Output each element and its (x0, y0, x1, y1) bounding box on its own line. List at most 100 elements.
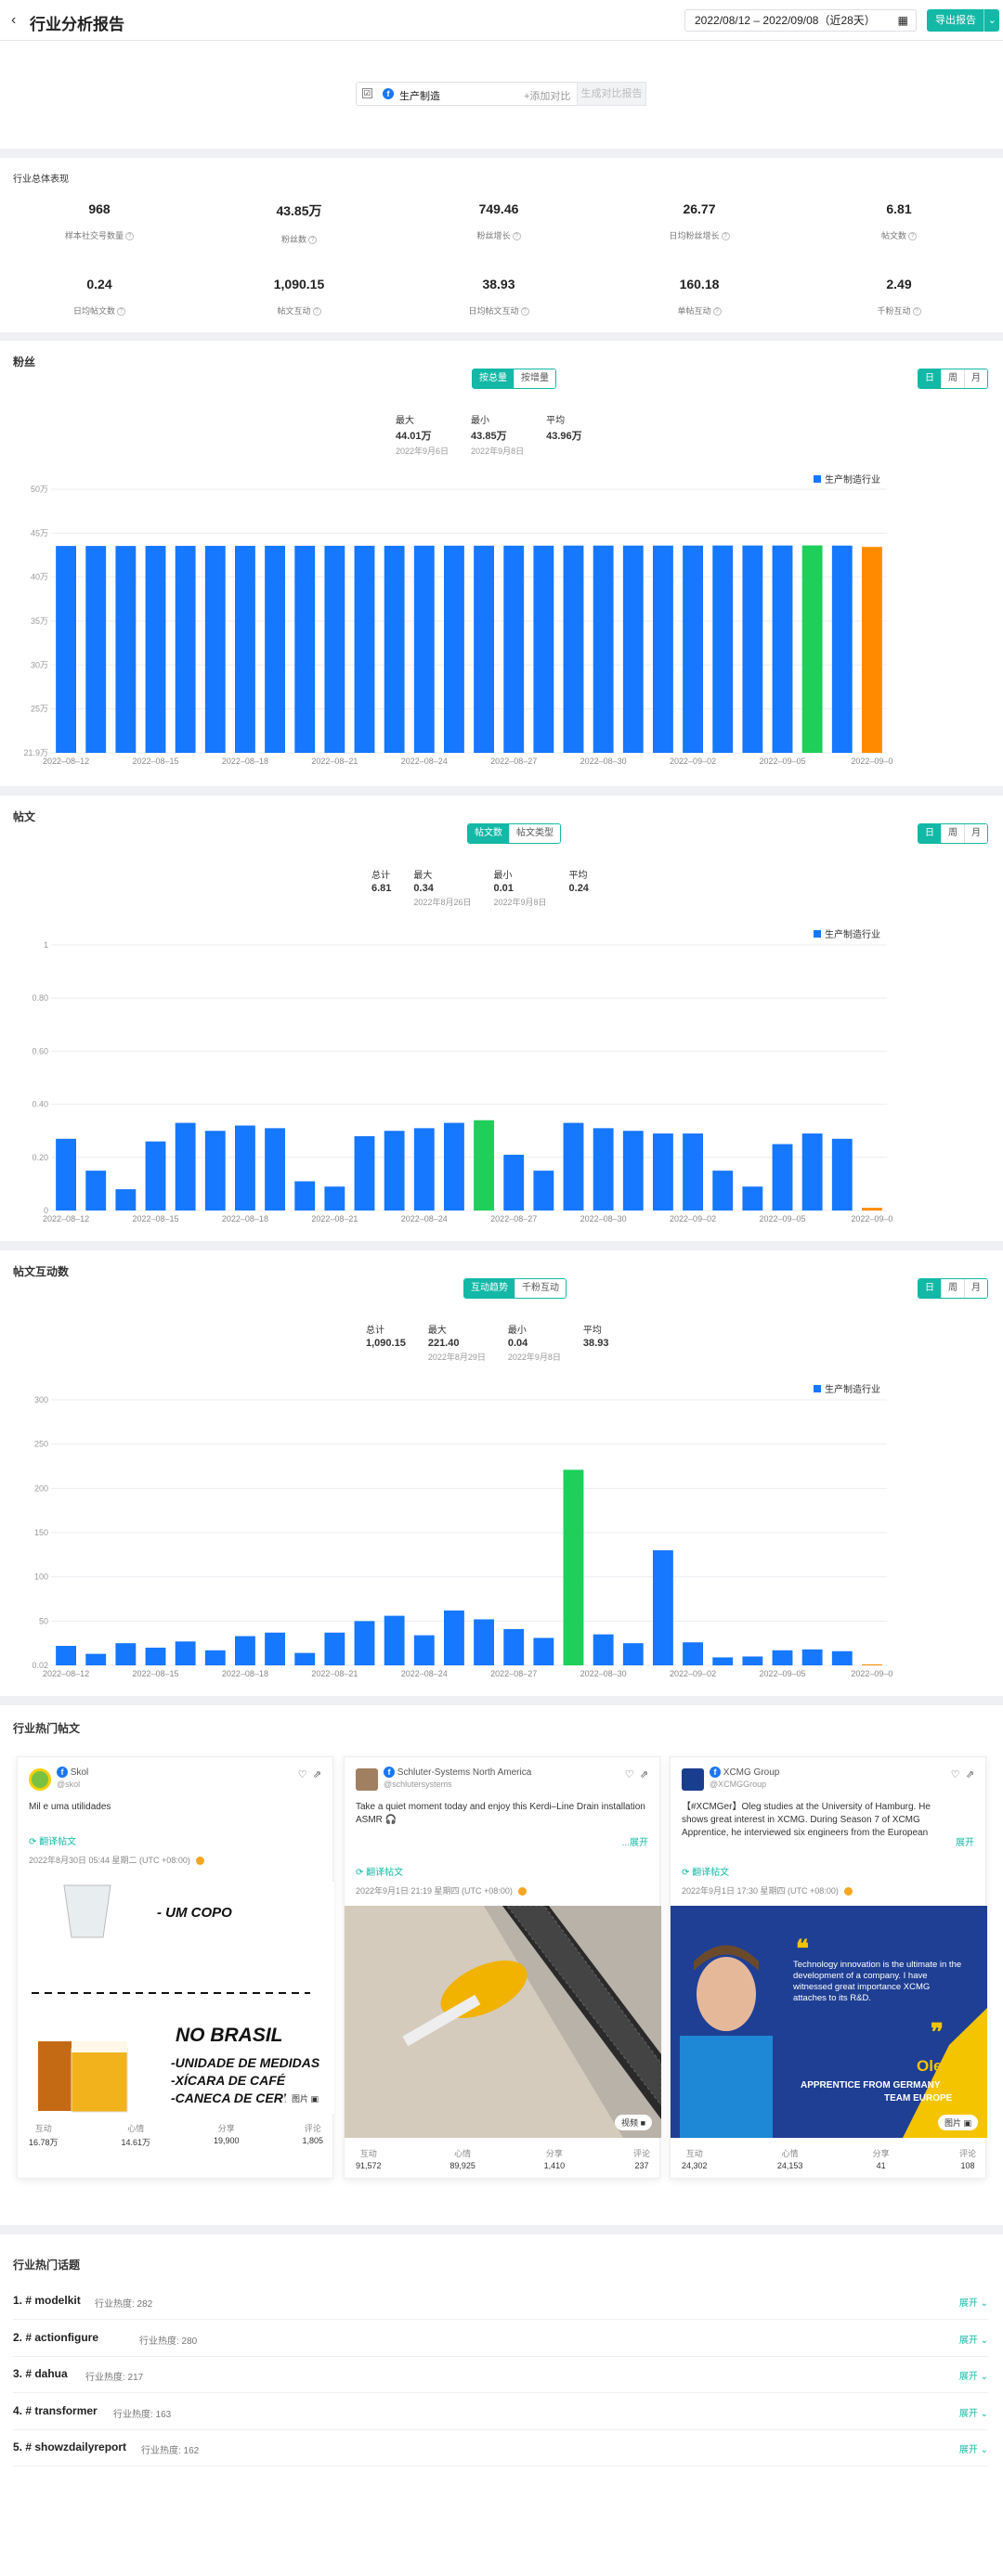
help-icon[interactable]: ? (512, 232, 521, 241)
bar[interactable] (503, 1154, 525, 1210)
bar[interactable] (384, 545, 405, 753)
bar[interactable] (145, 1647, 166, 1665)
post-author[interactable]: f Skol (57, 1767, 88, 1778)
bar[interactable] (563, 1122, 584, 1210)
date-range-picker[interactable]: 2022/08/12 – 2022/09/08（近28天） ▦ (684, 9, 917, 32)
bar[interactable] (801, 1649, 823, 1665)
back-arrow-icon[interactable]: ‹ (11, 12, 17, 28)
post-card[interactable]: f XCMG Group @XCMGGroup ♡ ⇗ 【#XCMGer】Ole… (670, 1756, 987, 2179)
tab-month[interactable]: 月 (964, 369, 987, 388)
bar[interactable] (294, 1652, 316, 1665)
bar[interactable] (354, 1621, 375, 1665)
translate-post-link[interactable]: ⟳ 翻译帖文 (356, 1864, 403, 1878)
bar[interactable] (801, 1133, 823, 1210)
bar[interactable] (712, 1171, 734, 1210)
help-icon[interactable]: ? (308, 236, 317, 245)
bar[interactable] (622, 545, 644, 753)
bar[interactable] (593, 545, 614, 753)
bar[interactable] (175, 1122, 196, 1210)
bar[interactable] (474, 1120, 494, 1210)
bar[interactable] (622, 1643, 644, 1665)
bar[interactable] (831, 1650, 853, 1665)
bar[interactable] (265, 1128, 285, 1210)
bar[interactable] (503, 545, 525, 753)
bar[interactable] (145, 1141, 166, 1210)
help-icon[interactable]: ? (520, 307, 529, 317)
bar[interactable] (742, 1186, 763, 1210)
bar[interactable] (294, 545, 316, 753)
bar[interactable] (56, 1138, 76, 1210)
bar[interactable] (175, 1641, 196, 1665)
expand-topic-button[interactable]: 展开 ⌄ (958, 2445, 988, 2455)
bar[interactable] (712, 545, 734, 753)
bar[interactable] (474, 545, 494, 753)
bar[interactable] (175, 546, 196, 753)
expand-topic-button[interactable]: 展开 ⌄ (958, 2298, 988, 2309)
tab-fans-increment[interactable]: 按增量 (514, 369, 555, 388)
bar[interactable] (801, 545, 823, 753)
topic-row[interactable]: 2. # actionfigure 行业热度: 280 展开 ⌄ (13, 2320, 988, 2357)
bar[interactable] (294, 1181, 316, 1210)
add-compare-link[interactable]: +添加对比 (524, 91, 571, 102)
bar[interactable] (563, 1469, 584, 1665)
bar[interactable] (265, 1632, 285, 1665)
help-icon[interactable]: ? (912, 307, 921, 317)
bar[interactable] (85, 546, 107, 753)
bar[interactable] (503, 1628, 525, 1665)
tab-post-type[interactable]: 帖文类型 (509, 824, 560, 843)
expand-text-link[interactable]: ...展开 (621, 1838, 648, 1848)
tab-post-count[interactable]: 帖文数 (468, 824, 509, 843)
bar[interactable] (474, 1619, 494, 1665)
post-card[interactable]: f Schluter-Systems North America @schlut… (344, 1756, 661, 2179)
bar[interactable] (413, 545, 435, 753)
bar[interactable] (772, 1650, 793, 1665)
post-author[interactable]: f Schluter-Systems North America (384, 1767, 531, 1778)
expand-topic-button[interactable]: 展开 ⌄ (958, 2408, 988, 2419)
bar[interactable] (862, 1664, 882, 1665)
topic-row[interactable]: 5. # showzdailyreport 行业热度: 162 展开 ⌄ (13, 2429, 988, 2466)
bar[interactable] (56, 1646, 76, 1665)
bar[interactable] (653, 545, 673, 753)
tab-per-thousand[interactable]: 千粉互动 (515, 1279, 566, 1298)
bar[interactable] (115, 1189, 137, 1210)
expand-topic-button[interactable]: 展开 ⌄ (958, 2372, 988, 2382)
heart-icon[interactable]: ♡ (297, 1769, 307, 1780)
bar[interactable] (444, 1610, 464, 1665)
bar[interactable] (563, 545, 584, 753)
bar[interactable] (145, 546, 166, 753)
bar[interactable] (593, 1128, 614, 1210)
bar[interactable] (384, 1131, 405, 1210)
bar[interactable] (235, 1125, 255, 1210)
bar[interactable] (115, 1643, 137, 1665)
bar[interactable] (683, 1133, 703, 1210)
topic-row[interactable]: 3. # dahua 行业热度: 217 展开 ⌄ (13, 2356, 988, 2393)
bar[interactable] (622, 1131, 644, 1210)
tab-month[interactable]: 月 (964, 824, 987, 843)
tab-week[interactable]: 周 (941, 369, 964, 388)
bar[interactable] (235, 546, 255, 753)
bar[interactable] (862, 547, 882, 753)
bar[interactable] (204, 1131, 226, 1210)
help-icon[interactable]: ? (312, 307, 321, 317)
post-author[interactable]: f XCMG Group (710, 1767, 779, 1778)
bar[interactable] (653, 1133, 673, 1210)
generate-compare-button[interactable]: 生成对比报告 (577, 82, 646, 106)
post-video[interactable]: 视频 ■ (345, 1906, 661, 2138)
topic-row[interactable]: 1. # modelkit 行业热度: 282 展开 ⌄ (13, 2283, 988, 2320)
topic-row[interactable]: 4. # transformer 行业热度: 163 展开 ⌄ (13, 2393, 988, 2430)
tab-day[interactable]: 日 (918, 369, 941, 388)
bar[interactable] (712, 1657, 734, 1665)
post-image[interactable]: ❝ Technology innovation is the ultimate … (671, 1906, 987, 2138)
translate-post-link[interactable]: ⟳ 翻译帖文 (29, 1833, 76, 1847)
heart-icon[interactable]: ♡ (624, 1769, 634, 1780)
bar[interactable] (413, 1128, 435, 1210)
bar[interactable] (862, 1208, 882, 1210)
tab-month[interactable]: 月 (964, 1279, 987, 1298)
bar[interactable] (683, 545, 703, 753)
compare-checkbox[interactable]: ☑ (362, 88, 372, 98)
bar[interactable] (413, 1635, 435, 1665)
bar[interactable] (683, 1642, 703, 1665)
bar[interactable] (653, 1550, 673, 1665)
bar[interactable] (742, 545, 763, 753)
bar[interactable] (444, 545, 464, 753)
